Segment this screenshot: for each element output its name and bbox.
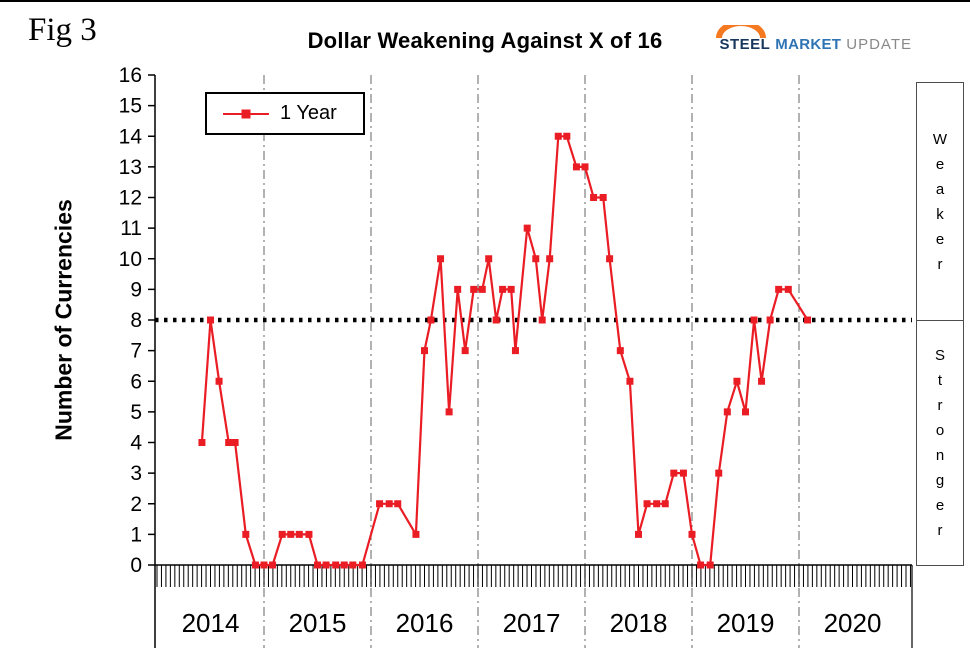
x-minor-ticks	[156, 565, 911, 587]
svg-text:8: 8	[130, 309, 142, 332]
x-year-labels: 2014 2015 2016 2017 2018 2019 2020	[182, 608, 882, 638]
logo-text-steel: STEEL	[719, 36, 771, 53]
svg-text:4: 4	[130, 432, 142, 455]
series-markers	[198, 132, 812, 569]
svg-text:2: 2	[130, 493, 142, 516]
svg-text:2018: 2018	[610, 608, 668, 638]
svg-text:16: 16	[119, 64, 142, 87]
svg-text:15: 15	[119, 95, 142, 118]
year-gridlines	[263, 75, 800, 648]
svg-text:11: 11	[120, 217, 142, 240]
figure-number: Fig 3	[28, 12, 97, 48]
top-border	[0, 0, 970, 2]
legend-series-label: 1 Year	[280, 102, 337, 124]
svg-text:7: 7	[130, 340, 142, 363]
svg-text:2019: 2019	[717, 608, 775, 638]
svg-text:2020: 2020	[824, 608, 882, 638]
logo-text-market: MARKET	[775, 36, 842, 53]
legend-series-swatch	[223, 109, 269, 118]
svg-text:2016: 2016	[396, 608, 454, 638]
steel-market-update-logo: STEEL MARKET UPDATE	[716, 25, 912, 53]
svg-text:3: 3	[130, 462, 142, 485]
svg-text:14: 14	[119, 125, 143, 148]
svg-text:10: 10	[119, 248, 142, 271]
chart-title: Dollar Weakening Against X of 16	[307, 28, 663, 53]
svg-text:1: 1	[130, 523, 142, 546]
series-line	[200, 135, 809, 567]
svg-text:2014: 2014	[182, 608, 240, 638]
svg-text:5: 5	[130, 401, 142, 424]
svg-text:12: 12	[119, 187, 142, 210]
logo-swoosh-icon	[716, 25, 767, 39]
svg-text:13: 13	[119, 156, 142, 179]
logo-text-update: UPDATE	[846, 36, 912, 53]
svg-text:6: 6	[130, 370, 142, 393]
logo-steel-wrap: STEEL	[716, 25, 771, 53]
svg-text:2017: 2017	[503, 608, 561, 638]
legend-marker-icon	[241, 109, 251, 118]
legend-box: 1 Year	[205, 92, 365, 135]
svg-text:9: 9	[130, 278, 142, 301]
svg-text:0: 0	[130, 554, 142, 577]
svg-text:2015: 2015	[289, 608, 347, 638]
series-1-year	[200, 135, 809, 567]
